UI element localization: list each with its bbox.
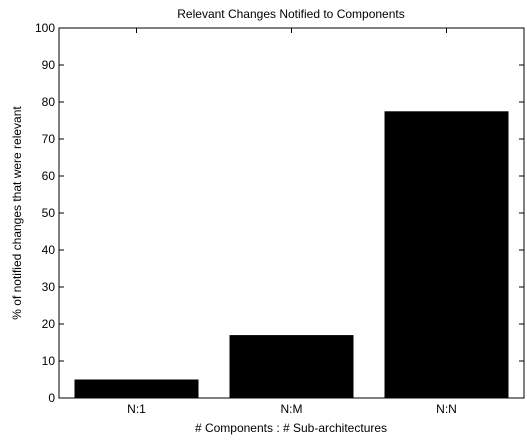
y-tick-label: 20 [42,317,56,331]
bar-n-m [229,335,354,398]
x-axis-label: # Components : # Sub-architectures [195,421,387,435]
y-tick-label: 60 [42,169,56,183]
bar-n-1 [74,379,199,398]
y-tick-label: 90 [42,58,56,72]
y-tick-label: 80 [42,95,56,109]
y-tick-label: 100 [35,21,55,35]
y-tick-label: 10 [42,354,56,368]
y-tick-label: 0 [48,391,55,405]
y-axis-label: % of notified changes that were relevant [10,106,24,320]
ticks-layer: N:1 N:M N:N 0 10 20 30 40 50 60 70 80 90 100 [35,21,524,416]
x-tick-label: N:1 [127,402,146,416]
y-tick-label: 50 [42,206,56,220]
x-tick-label: N:N [436,402,457,416]
y-tick-label: 70 [42,132,56,146]
chart-title: Relevant Changes Notified to Components [177,7,404,21]
bar-n-n [384,111,509,399]
bars-layer [74,111,509,399]
y-tick-label: 40 [42,243,56,257]
x-tick-label: N:M [281,402,303,416]
y-tick-label: 30 [42,280,56,294]
